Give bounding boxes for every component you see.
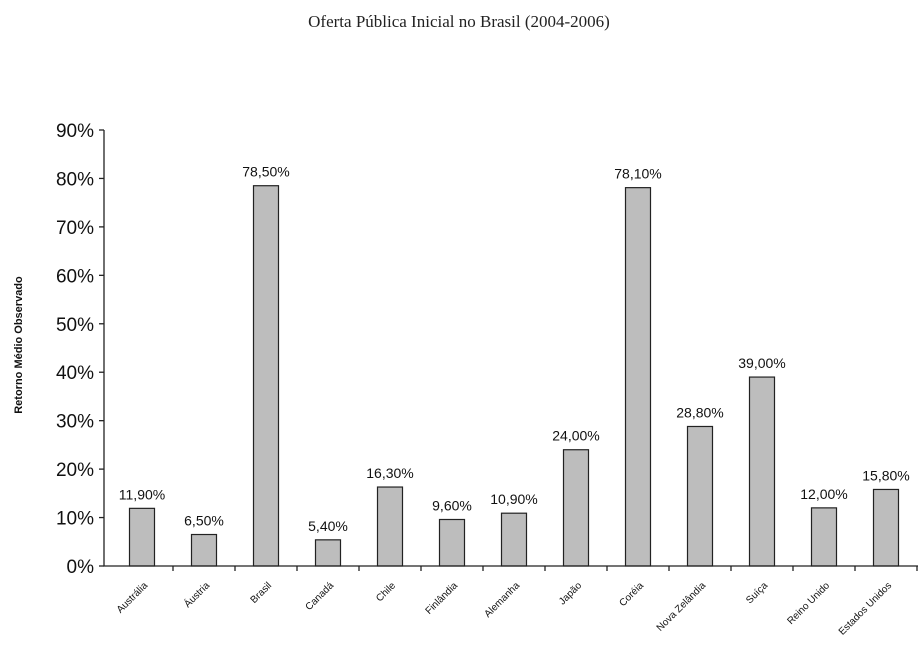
bars	[128, 185, 918, 571]
y-tick-label: 20%	[56, 460, 94, 481]
bar	[562, 449, 590, 567]
chart-title: Oferta Pública Inicial no Brasil (2004-2…	[308, 12, 610, 31]
y-tick-label: 0%	[67, 557, 95, 578]
data-label: 39,00%	[738, 355, 785, 371]
y-tick-label: 90%	[56, 121, 94, 142]
bar	[190, 533, 218, 567]
y-axis-label: Retorno Médio Observado	[13, 276, 25, 414]
x-tick-label: Japão	[557, 580, 584, 607]
x-tick-label: Finlândia	[424, 580, 461, 617]
x-tick-label: Brasil	[249, 580, 274, 605]
y-tick-label: 50%	[56, 315, 94, 336]
y-tick-label: 40%	[56, 363, 94, 384]
x-tick-label: Austrália	[115, 580, 151, 616]
bar	[686, 425, 714, 567]
bar	[252, 185, 280, 567]
x-tick-label: Coréia	[618, 580, 647, 609]
bar	[376, 486, 404, 567]
bar	[748, 376, 776, 567]
x-tick-label: Estados Unidos	[837, 580, 894, 637]
x-tick-label: Suíça	[744, 580, 770, 606]
x-axis-labels: Austrália Áustria Brasil Canadá Chile Finlând…	[115, 579, 894, 638]
data-label: 12,00%	[800, 486, 847, 502]
bar	[810, 507, 838, 567]
data-label: 78,10%	[614, 166, 661, 182]
data-label: 28,80%	[676, 404, 723, 420]
bar	[500, 512, 528, 567]
data-label: 10,90%	[490, 491, 537, 507]
x-tick-label: Canadá	[304, 580, 337, 613]
y-tick-label: 30%	[56, 412, 94, 433]
bar	[624, 187, 652, 567]
y-tick-label: 60%	[56, 266, 94, 287]
axes	[103, 130, 918, 567]
data-label: 6,50%	[184, 513, 224, 529]
bar	[128, 507, 156, 567]
x-tick-label: Reino Unido	[785, 580, 832, 627]
x-tick-label: Alemanha	[483, 580, 523, 620]
data-label: 11,90%	[119, 486, 165, 502]
bar	[872, 488, 900, 567]
data-label: 15,80%	[862, 467, 909, 483]
x-tick-label: Áustria	[181, 579, 213, 611]
x-tick-label: Nova Zelândia	[655, 580, 709, 634]
data-labels: 11,90% 6,50% 78,50% 5,40% 16,30% 9,60% 10,90% 2…	[119, 164, 910, 534]
x-tick-label: Chile	[374, 580, 398, 604]
y-axis-ticks: 0% 10% 20% 30% 40% 50% 60% 70% 80% 90%	[56, 121, 104, 578]
bar	[314, 539, 342, 567]
data-label: 5,40%	[308, 518, 348, 534]
y-tick-label: 10%	[56, 509, 94, 530]
data-label: 24,00%	[552, 428, 599, 444]
bar	[438, 518, 466, 567]
y-tick-label: 80%	[56, 169, 94, 190]
data-label: 78,50%	[242, 164, 289, 180]
y-tick-label: 70%	[56, 218, 94, 239]
data-label: 9,60%	[432, 497, 472, 513]
data-label: 16,30%	[366, 465, 413, 481]
